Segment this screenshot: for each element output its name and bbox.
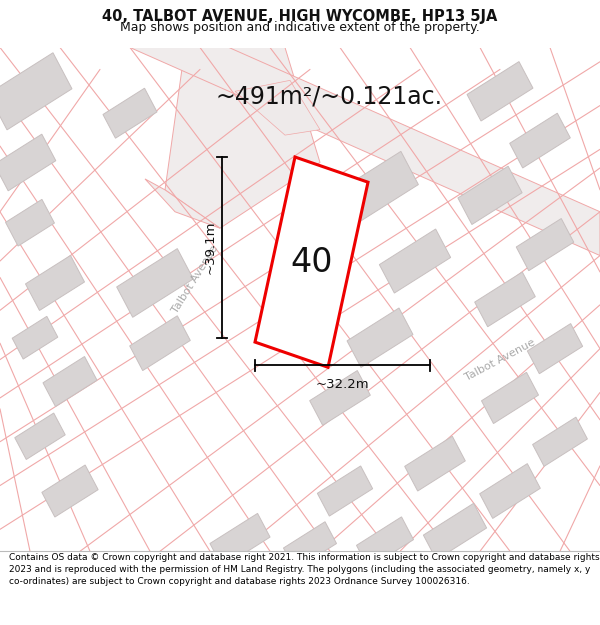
Polygon shape bbox=[5, 199, 55, 246]
Polygon shape bbox=[130, 316, 190, 371]
Polygon shape bbox=[310, 371, 370, 426]
Text: ~32.2m: ~32.2m bbox=[316, 378, 370, 391]
Text: 40: 40 bbox=[290, 246, 333, 279]
Polygon shape bbox=[116, 249, 193, 318]
Text: ~491m²/~0.121ac.: ~491m²/~0.121ac. bbox=[215, 85, 442, 109]
Polygon shape bbox=[25, 256, 85, 311]
Text: ~39.1m: ~39.1m bbox=[203, 221, 217, 274]
Polygon shape bbox=[103, 88, 157, 138]
Text: Map shows position and indicative extent of the property.: Map shows position and indicative extent… bbox=[120, 21, 480, 34]
Polygon shape bbox=[235, 81, 320, 135]
Text: Contains OS data © Crown copyright and database right 2021. This information is : Contains OS data © Crown copyright and d… bbox=[9, 553, 599, 586]
Polygon shape bbox=[210, 513, 270, 568]
Polygon shape bbox=[356, 517, 413, 568]
Polygon shape bbox=[481, 372, 539, 424]
Polygon shape bbox=[467, 62, 533, 121]
Polygon shape bbox=[165, 48, 320, 228]
Polygon shape bbox=[317, 466, 373, 516]
Polygon shape bbox=[379, 229, 451, 293]
Polygon shape bbox=[458, 166, 522, 224]
Polygon shape bbox=[283, 522, 337, 570]
Polygon shape bbox=[130, 4, 600, 256]
Polygon shape bbox=[516, 219, 574, 271]
Polygon shape bbox=[527, 324, 583, 374]
Polygon shape bbox=[255, 157, 368, 368]
Polygon shape bbox=[332, 151, 418, 228]
Polygon shape bbox=[404, 436, 466, 491]
Polygon shape bbox=[42, 465, 98, 517]
Polygon shape bbox=[0, 134, 56, 191]
Polygon shape bbox=[145, 179, 220, 228]
Polygon shape bbox=[509, 113, 571, 168]
Polygon shape bbox=[424, 503, 487, 560]
Polygon shape bbox=[347, 308, 413, 368]
Polygon shape bbox=[475, 272, 535, 327]
Text: Talbot Avenue: Talbot Avenue bbox=[170, 244, 220, 316]
Polygon shape bbox=[43, 356, 97, 406]
Polygon shape bbox=[479, 464, 541, 518]
Text: Talbot Avenue: Talbot Avenue bbox=[463, 337, 537, 382]
Polygon shape bbox=[533, 417, 587, 466]
Polygon shape bbox=[15, 413, 65, 459]
Polygon shape bbox=[12, 316, 58, 359]
Text: 40, TALBOT AVENUE, HIGH WYCOMBE, HP13 5JA: 40, TALBOT AVENUE, HIGH WYCOMBE, HP13 5J… bbox=[103, 9, 497, 24]
Polygon shape bbox=[0, 52, 72, 130]
